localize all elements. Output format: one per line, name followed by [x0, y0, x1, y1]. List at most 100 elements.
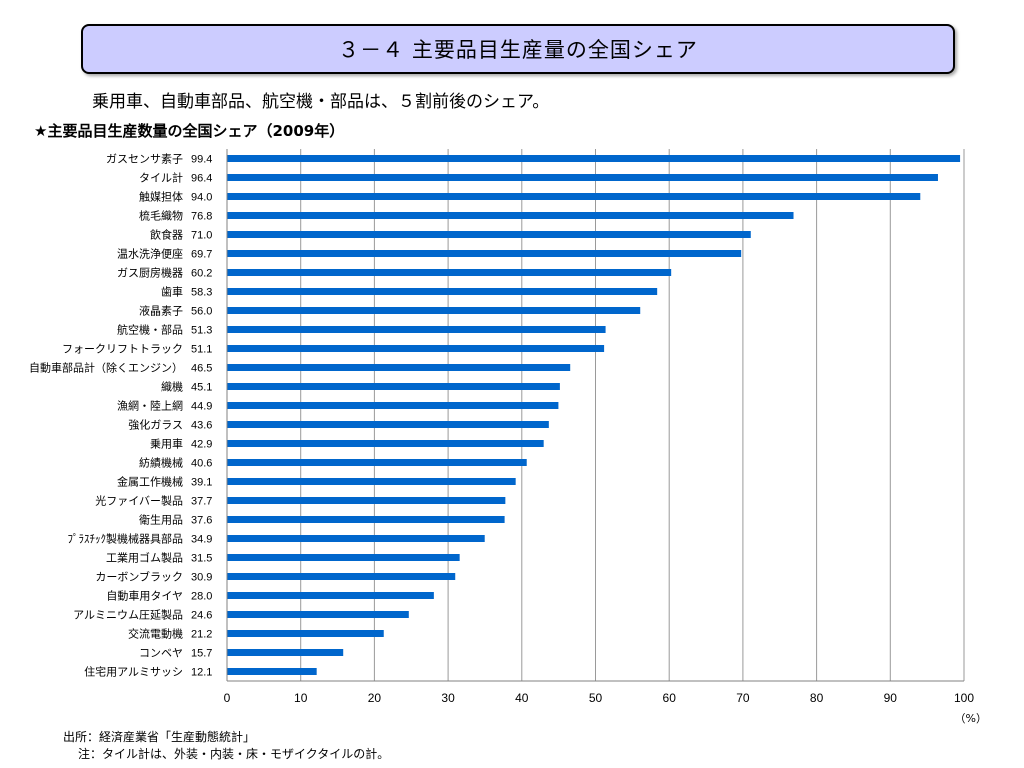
category-label: 梳毛織物 — [139, 209, 183, 223]
value-label: 60.2 — [191, 268, 212, 280]
category-label: 工業用ゴム製品 — [106, 551, 183, 565]
bar — [227, 554, 460, 561]
page-title: ３－４ 主要品目生産量の全国シェア — [338, 38, 698, 62]
bar — [227, 288, 658, 295]
bar — [227, 611, 409, 618]
category-label: 衛生用品 — [139, 513, 183, 527]
bar — [227, 155, 961, 162]
value-label: 31.5 — [191, 553, 212, 565]
bar — [227, 193, 921, 200]
category-label: 航空機・部品 — [117, 323, 183, 337]
bar — [227, 592, 434, 599]
value-label: 28.0 — [191, 591, 212, 603]
category-label: ガスセンサ素子 — [106, 153, 183, 166]
category-label: フォークリフトトラック — [62, 343, 183, 356]
bar — [227, 478, 516, 485]
bar — [227, 630, 384, 637]
bar — [227, 440, 544, 447]
bar — [227, 459, 527, 466]
value-label: 44.9 — [191, 401, 212, 413]
value-label: 96.4 — [191, 173, 212, 185]
category-label: 織機 — [161, 380, 183, 394]
x-axis-unit: （%） — [955, 712, 987, 725]
value-label: 24.6 — [191, 610, 212, 622]
value-label: 12.1 — [191, 667, 212, 679]
subtitle: 乗用車、自動車部品、航空機・部品は、５割前後のシェア。 — [92, 92, 550, 112]
bar — [227, 307, 641, 314]
value-label: 45.1 — [191, 382, 212, 394]
bar — [227, 250, 742, 257]
category-label: 飲食器 — [150, 228, 183, 242]
bar — [227, 174, 938, 181]
category-label: 強化ガラス — [128, 418, 183, 432]
bar — [227, 402, 559, 409]
category-label: 歯車 — [161, 285, 183, 299]
bar — [227, 326, 606, 333]
category-label: 触媒担体 — [139, 190, 183, 204]
bar — [227, 212, 794, 219]
category-label: コンベヤ — [139, 647, 183, 660]
value-label: 37.6 — [191, 515, 212, 527]
x-tick-label: 90 — [884, 691, 898, 705]
value-label: 76.8 — [191, 211, 212, 223]
value-label: 30.9 — [191, 572, 212, 584]
bar — [227, 421, 549, 428]
value-label: 39.1 — [191, 477, 212, 489]
value-label: 56.0 — [191, 306, 212, 318]
x-tick-label: 80 — [810, 691, 824, 705]
value-label: 40.6 — [191, 458, 212, 470]
value-label: 99.4 — [191, 154, 212, 166]
bar — [227, 383, 560, 390]
value-label: 15.7 — [191, 648, 212, 660]
x-tick-label: 60 — [663, 691, 677, 705]
category-label: 自動車部品計（除くエンジン） — [29, 361, 183, 375]
category-label: 交流電動機 — [128, 627, 183, 641]
x-tick-label: 100 — [954, 691, 974, 705]
value-label: 51.3 — [191, 325, 212, 337]
footnote: 注：タイル計は、外装・内装・床・モザイクタイルの計。 — [78, 747, 390, 761]
category-label: 光ファイバー製品 — [95, 494, 183, 508]
bar — [227, 231, 751, 238]
value-label: 94.0 — [191, 192, 212, 204]
bar — [227, 497, 506, 504]
x-tick-label: 10 — [294, 691, 308, 705]
value-label: 69.7 — [191, 249, 212, 261]
value-label: 42.9 — [191, 439, 212, 451]
value-label: 71.0 — [191, 230, 212, 242]
value-label: 43.6 — [191, 420, 212, 432]
bar — [227, 269, 672, 276]
category-label: ガス厨房機器 — [117, 266, 183, 280]
bar — [227, 573, 456, 580]
bar — [227, 364, 571, 371]
bar — [227, 345, 605, 352]
category-label: 乗用車 — [150, 437, 183, 451]
category-label: 住宅用アルミサッシ — [84, 665, 183, 679]
category-label: 自動車用タイヤ — [106, 589, 183, 603]
category-label: 漁網・陸上網 — [117, 399, 183, 413]
x-tick-label: 50 — [589, 691, 603, 705]
chart-title: ★主要品目生産数量の全国シェア（2009年） — [34, 122, 345, 140]
x-tick-label: 30 — [441, 691, 455, 705]
bar — [227, 516, 505, 523]
value-label: 46.5 — [191, 363, 212, 375]
x-tick-label: 0 — [224, 691, 231, 705]
bar — [227, 649, 344, 656]
value-label: 21.2 — [191, 629, 212, 641]
bar — [227, 535, 485, 542]
x-tick-label: 70 — [736, 691, 750, 705]
source-note: 出所：経済産業省「生産動態統計」 — [63, 730, 256, 744]
category-label: 紡績機械 — [139, 456, 183, 470]
category-label: タイル計 — [139, 171, 183, 185]
bar — [227, 668, 317, 675]
category-label: アルミニウム圧延製品 — [73, 608, 183, 622]
x-tick-label: 20 — [368, 691, 382, 705]
category-label: ﾌﾟﾗｽﾁｯｸ製機械器具部品 — [68, 532, 184, 546]
value-label: 37.7 — [191, 496, 212, 508]
value-label: 51.1 — [191, 344, 212, 356]
category-label: 液晶素子 — [139, 304, 183, 318]
title-box: ３－４ 主要品目生産量の全国シェア — [81, 24, 955, 74]
category-label: カーボンブラック — [95, 570, 183, 584]
x-tick-label: 40 — [515, 691, 529, 705]
category-label: 金属工作機械 — [117, 475, 183, 489]
